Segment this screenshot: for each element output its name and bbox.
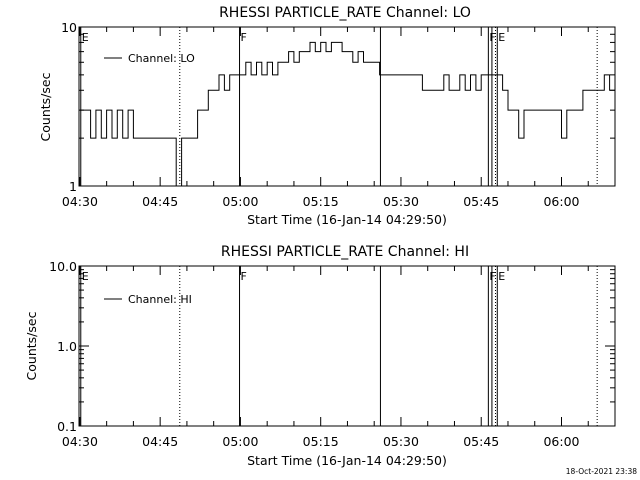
panel-hi-title: RHESSI PARTICLE_RATE Channel: HI xyxy=(221,244,469,260)
panel-hi: RHESSI PARTICLE_RATE Channel: HI Counts/… xyxy=(24,244,616,468)
x-tick-label: 05:45 xyxy=(463,194,499,209)
x-tick-label: 04:30 xyxy=(62,194,98,209)
x-tick-label: 05:00 xyxy=(222,434,258,449)
legend-hi-label: Channel: HI xyxy=(128,293,192,306)
panel-lo-x-ticks: 04:30 04:45 05:00 05:15 05:30 05:45 06:00 xyxy=(62,27,616,209)
annotation-label: E xyxy=(82,31,89,44)
panel-hi-xlabel: Start Time (16-Jan-14 04:29:50) xyxy=(247,453,447,468)
y-tick-label: 1 xyxy=(69,179,77,194)
panel-hi-x-ticks: 04:30 04:45 05:00 05:15 05:30 05:45 06:00 xyxy=(62,266,616,449)
x-tick-label: 05:45 xyxy=(463,434,499,449)
panel-lo-title: RHESSI PARTICLE_RATE Channel: LO xyxy=(219,5,471,21)
annotation-label: F xyxy=(489,270,495,283)
legend-lo-label: Channel: LO xyxy=(128,52,195,65)
annotation-label: F xyxy=(241,270,247,283)
x-tick-label: 04:45 xyxy=(142,434,178,449)
panel-hi-y-ticks: 0.1 1.0 10.0 xyxy=(49,259,615,434)
annotation-label: E xyxy=(498,270,505,283)
x-tick-label: 04:45 xyxy=(142,194,178,209)
y-tick-label: 10.0 xyxy=(49,259,77,274)
x-tick-label: 06:00 xyxy=(543,194,579,209)
x-tick-label: 05:15 xyxy=(303,434,339,449)
x-tick-label: 04:30 xyxy=(62,434,98,449)
panel-lo-ylabel: Counts/sec xyxy=(38,72,53,141)
annotation-label: F xyxy=(489,31,495,44)
panel-hi-legend: Channel: HI xyxy=(104,293,192,306)
y-tick-label: 1.0 xyxy=(57,339,77,354)
x-tick-label: 06:00 xyxy=(543,434,579,449)
panel-lo-legend: Channel: LO xyxy=(104,52,195,65)
panel-lo-plot-frame xyxy=(78,26,616,187)
panel-lo-xlabel: Start Time (16-Jan-14 04:29:50) xyxy=(247,212,447,227)
series-line-channel-lo xyxy=(79,41,615,187)
panel-hi-ylabel: Counts/sec xyxy=(24,311,39,380)
annotation-label: E xyxy=(82,270,89,283)
x-tick-label: 05:00 xyxy=(222,194,258,209)
annotation-label: F xyxy=(241,31,247,44)
panel-lo-series xyxy=(79,41,615,187)
y-tick-label: 10 xyxy=(61,20,77,35)
panel-hi-plot-frame xyxy=(78,265,616,427)
panel-lo-y-ticks: 1 10 xyxy=(61,20,615,194)
x-tick-label: 05:30 xyxy=(383,194,419,209)
x-tick-label: 05:15 xyxy=(303,194,339,209)
panel-lo: RHESSI PARTICLE_RATE Channel: LO Counts/… xyxy=(38,5,616,227)
annotation-label: E xyxy=(498,31,505,44)
y-tick-label: 0.1 xyxy=(57,419,77,434)
footer-timestamp: 18-Oct-2021 23:38 xyxy=(566,467,637,476)
x-tick-label: 05:30 xyxy=(383,434,419,449)
